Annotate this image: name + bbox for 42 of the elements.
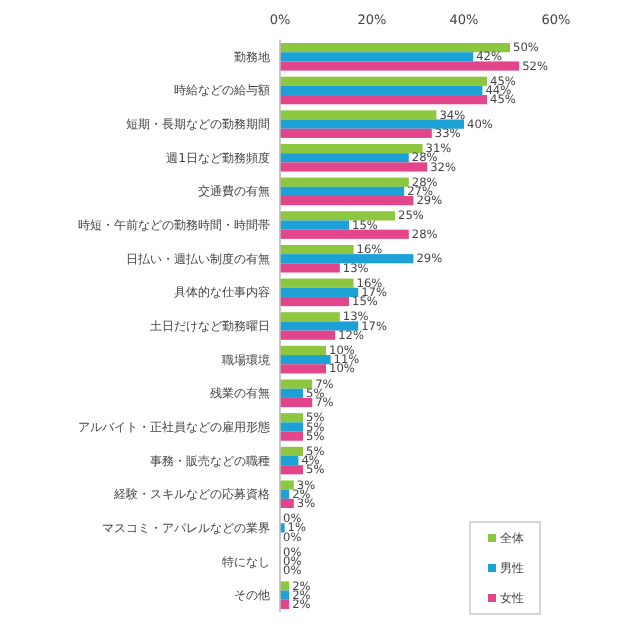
bar bbox=[280, 379, 313, 389]
bar bbox=[280, 321, 359, 331]
bar bbox=[280, 397, 313, 408]
bar bbox=[280, 229, 409, 239]
bar bbox=[280, 76, 487, 86]
bar bbox=[280, 162, 428, 172]
bar bbox=[280, 480, 294, 490]
bar bbox=[280, 244, 354, 255]
bar bbox=[280, 95, 487, 105]
bar bbox=[280, 388, 303, 398]
bar bbox=[280, 455, 299, 466]
bar bbox=[280, 278, 354, 288]
bar bbox=[280, 330, 336, 340]
bar bbox=[280, 196, 414, 206]
bar bbox=[280, 498, 294, 509]
bar bbox=[280, 364, 326, 374]
bar bbox=[280, 581, 290, 591]
bar bbox=[280, 431, 303, 441]
bar bbox=[280, 413, 303, 423]
bar bbox=[280, 153, 409, 163]
bar bbox=[280, 287, 359, 297]
bar bbox=[280, 110, 437, 120]
bar bbox=[280, 422, 303, 432]
bar bbox=[280, 85, 483, 96]
bar bbox=[280, 220, 349, 230]
bar bbox=[280, 211, 395, 221]
bar bbox=[280, 465, 303, 475]
bar bbox=[280, 143, 423, 154]
bar bbox=[280, 52, 474, 62]
bar bbox=[280, 177, 409, 187]
bar bbox=[280, 254, 414, 264]
bar bbox=[280, 345, 326, 356]
bar bbox=[280, 119, 464, 129]
bar bbox=[280, 61, 520, 71]
bar bbox=[280, 128, 432, 138]
bar bbox=[280, 43, 510, 53]
bar bbox=[280, 312, 340, 322]
bar bbox=[280, 355, 331, 365]
bar bbox=[280, 446, 303, 456]
bar bbox=[280, 296, 349, 307]
bar bbox=[280, 263, 340, 273]
bar bbox=[280, 186, 405, 197]
